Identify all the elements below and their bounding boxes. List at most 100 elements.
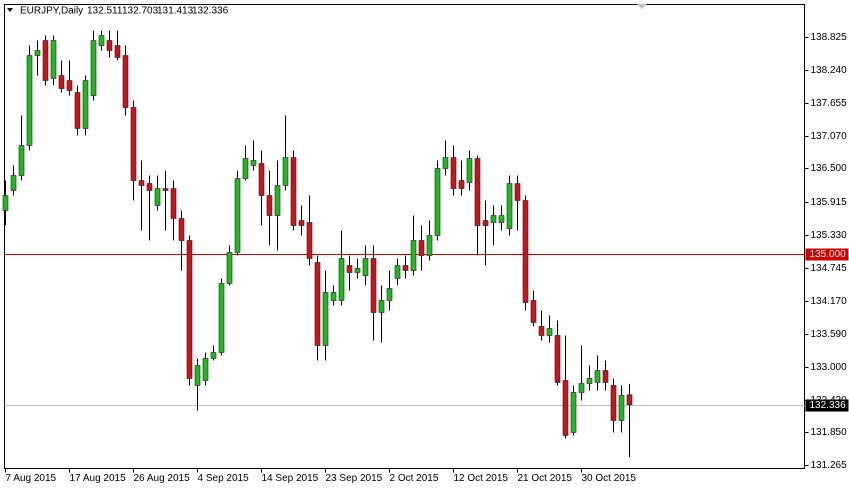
candle-body (610, 385, 617, 421)
y-tick-label: 135.915 (811, 197, 848, 208)
x-tick-label: 26 Aug 2015 (134, 473, 191, 484)
candle-body (50, 40, 57, 79)
candle-body (530, 300, 537, 323)
candle-body (170, 188, 177, 219)
y-tick-label: 135.330 (811, 230, 848, 241)
candle-body (594, 370, 601, 383)
candle-body (506, 183, 513, 229)
candle-body (346, 265, 353, 273)
header-open: 132.511 (87, 6, 123, 17)
candle-body (434, 168, 441, 236)
plot-frame (4, 4, 805, 469)
candle-body (34, 50, 41, 56)
y-tick-label: 134.170 (811, 296, 848, 307)
candle-body (586, 378, 593, 384)
y-tick-label: 136.500 (811, 163, 848, 174)
candle-body (418, 240, 425, 256)
candle-body (114, 45, 121, 58)
candle-body (82, 80, 89, 129)
bid-label: 132.336 (810, 400, 847, 411)
candle-body (618, 395, 625, 421)
candle-body (194, 365, 201, 386)
candle-body (26, 55, 33, 146)
symbol-label: EURJPY,Daily (20, 6, 83, 17)
candle-body (42, 40, 49, 81)
x-tick-label: 4 Sep 2015 (198, 473, 250, 484)
candle-body (426, 235, 433, 256)
candle-body (218, 283, 225, 353)
candle-body (274, 185, 281, 216)
x-tick-label: 17 Aug 2015 (70, 473, 127, 484)
y-tick-label: 133.590 (811, 329, 848, 340)
x-tick-label: 2 Oct 2015 (390, 473, 439, 484)
candle-body (146, 183, 153, 191)
y-tick-label: 138.240 (811, 65, 848, 76)
candle-body (578, 383, 585, 393)
candle-body (386, 288, 393, 301)
ohlc-header: 132.511 132.703 131.413 132.336 (87, 6, 229, 17)
candle-body (242, 158, 249, 179)
candle-body (338, 258, 345, 301)
candle-body (498, 215, 505, 223)
candle-body (546, 328, 553, 336)
bid-tag (805, 399, 849, 412)
candle-body (74, 92, 81, 129)
candle-body (602, 370, 609, 383)
candle-body (378, 300, 385, 313)
candle-body (66, 80, 73, 91)
candle-body (570, 392, 577, 433)
y-tick-label: 137.655 (811, 98, 848, 109)
candle-body (466, 158, 473, 183)
candle-body (98, 35, 105, 46)
x-tick-label: 23 Sep 2015 (326, 473, 383, 484)
candle-body (370, 258, 377, 313)
y-tick-label: 134.745 (811, 263, 848, 274)
candle-body (186, 240, 193, 379)
y-tick-label: 138.825 (811, 32, 848, 43)
y-tick-label: 133.000 (811, 362, 848, 373)
candle-body (2, 195, 9, 211)
candle-body (162, 188, 169, 191)
price-line-tag (805, 248, 849, 261)
price-line-label: 135.000 (810, 249, 847, 260)
x-tick-label: 14 Sep 2015 (262, 473, 319, 484)
candle-body (298, 220, 305, 226)
candle-body (234, 178, 241, 253)
candle-body (154, 188, 161, 206)
candle-body (314, 262, 321, 346)
candle-body (290, 157, 297, 226)
candle-body (10, 175, 17, 191)
candle-body (202, 358, 209, 381)
candle-body (538, 326, 545, 336)
candle-body (18, 145, 25, 176)
candle-body (514, 183, 521, 201)
candle-body (226, 252, 233, 284)
header-close: 132.336 (192, 6, 229, 17)
candle-body (282, 157, 289, 186)
candle-body (258, 163, 265, 196)
candle-body (458, 180, 465, 189)
y-tick-label: 131.850 (811, 427, 848, 438)
header-high: 132.703 (122, 6, 159, 17)
y-tick-label: 131.265 (811, 460, 848, 471)
candle-body (442, 157, 449, 169)
candle-body (138, 180, 145, 186)
candle-body (490, 215, 497, 223)
candle-body (354, 268, 361, 273)
candle-body (330, 292, 337, 301)
candle-body (362, 258, 369, 276)
dropdown-icon[interactable] (7, 8, 13, 12)
candle-body (482, 220, 489, 226)
x-tick-label: 21 Oct 2015 (518, 473, 573, 484)
candle-body (250, 160, 257, 166)
y-tick-label: 137.070 (811, 131, 848, 142)
candle-body (554, 335, 561, 383)
candle-body (450, 157, 457, 189)
shift-marker[interactable] (637, 4, 647, 9)
candle-body (522, 200, 529, 303)
candle-body (130, 107, 137, 181)
candle-body (266, 195, 273, 216)
candle-body (474, 158, 481, 226)
